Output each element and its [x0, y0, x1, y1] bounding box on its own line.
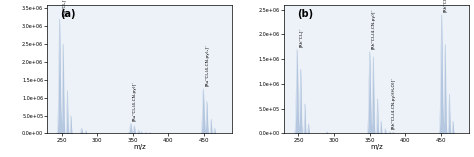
X-axis label: m/z: m/z	[370, 144, 383, 150]
X-axis label: m/z: m/z	[134, 144, 146, 150]
Text: [RhᴵᴵᴵCl₄(4-CN-py)₂]⁻: [RhᴵᴵᴵCl₄(4-CN-py)₂]⁻	[444, 0, 447, 12]
Text: [RuᴵᴵᴵCl₄]⁻: [RuᴵᴵᴵCl₄]⁻	[62, 0, 65, 16]
Text: [RuᴵᴵᴵCl₄(4-CN-py)]⁻: [RuᴵᴵᴵCl₄(4-CN-py)]⁻	[133, 81, 137, 121]
Text: [RhᴵᴵᴵCl₄]⁻: [RhᴵᴵᴵCl₄]⁻	[299, 27, 303, 47]
Text: [RhᴵᴵᴵCl₄(4-CN-py)]⁻: [RhᴵᴵᴵCl₄(4-CN-py)]⁻	[372, 8, 376, 49]
Text: [RhᴵᴵᴵCl₄(4-CN-py)(H₂O)]⁻: [RhᴵᴵᴵCl₄(4-CN-py)(H₂O)]⁻	[392, 76, 396, 129]
Text: [RuᴵᴵᴵCl₄(4-CN-py)₂]⁻: [RuᴵᴵᴵCl₄(4-CN-py)₂]⁻	[205, 44, 210, 86]
Text: (a): (a)	[60, 9, 76, 19]
Text: (b): (b)	[297, 9, 313, 19]
